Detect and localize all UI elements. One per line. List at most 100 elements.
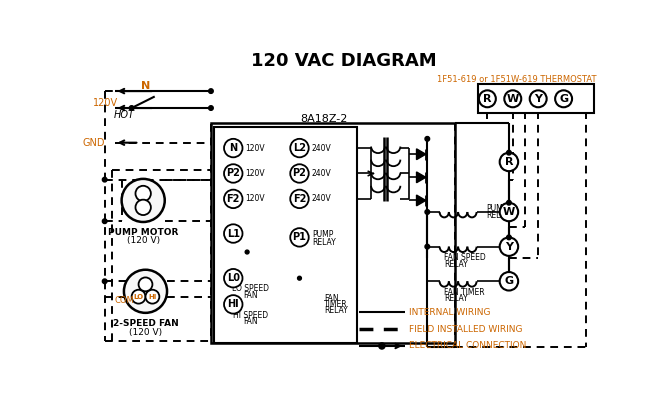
Circle shape	[290, 139, 309, 157]
Text: GND: GND	[82, 138, 105, 147]
Text: R: R	[505, 157, 513, 167]
Text: L1: L1	[226, 228, 240, 238]
Circle shape	[122, 179, 165, 222]
Circle shape	[224, 269, 243, 287]
Text: Y: Y	[505, 242, 513, 252]
Circle shape	[135, 186, 151, 201]
Text: P2: P2	[226, 168, 241, 178]
Text: Y: Y	[534, 94, 542, 104]
Text: 2-SPEED FAN: 2-SPEED FAN	[113, 319, 178, 328]
Text: L0: L0	[226, 273, 240, 283]
Polygon shape	[417, 172, 425, 183]
Text: 8A18Z-2: 8A18Z-2	[300, 114, 348, 124]
Text: FAN TIMER: FAN TIMER	[444, 287, 485, 297]
Circle shape	[425, 210, 429, 214]
Text: 1F51-619 or 1F51W-619 THERMOSTAT: 1F51-619 or 1F51W-619 THERMOSTAT	[437, 75, 596, 84]
Circle shape	[208, 106, 213, 110]
Circle shape	[500, 203, 518, 221]
Circle shape	[425, 244, 429, 249]
Text: 240V: 240V	[311, 169, 331, 178]
Text: 120 VAC DIAGRAM: 120 VAC DIAGRAM	[251, 52, 436, 70]
Circle shape	[124, 270, 167, 313]
Text: RELAY: RELAY	[444, 295, 468, 303]
Circle shape	[224, 139, 243, 157]
Circle shape	[129, 106, 134, 110]
Circle shape	[379, 343, 385, 349]
Text: 120V: 120V	[245, 194, 265, 203]
Text: N: N	[229, 143, 237, 153]
Circle shape	[245, 250, 249, 254]
Circle shape	[507, 200, 511, 205]
Circle shape	[500, 238, 518, 256]
Circle shape	[555, 91, 572, 107]
Circle shape	[297, 276, 302, 280]
Text: P2: P2	[293, 168, 306, 178]
Text: FIELD INSTALLED WIRING: FIELD INSTALLED WIRING	[409, 325, 523, 334]
Text: W: W	[507, 94, 519, 104]
Text: ELECTRICAL CONNECTION: ELECTRICAL CONNECTION	[409, 341, 526, 350]
Polygon shape	[417, 195, 425, 206]
Text: N: N	[141, 81, 150, 91]
Circle shape	[145, 290, 159, 304]
Text: FAN: FAN	[244, 291, 259, 300]
Circle shape	[290, 164, 309, 183]
Circle shape	[425, 137, 429, 141]
Circle shape	[224, 295, 243, 313]
Bar	[211, 124, 455, 343]
Text: PUMP MOTOR: PUMP MOTOR	[108, 228, 178, 236]
Text: PUMP: PUMP	[486, 204, 508, 213]
Text: HI: HI	[148, 294, 157, 300]
Text: (120 V): (120 V)	[129, 328, 162, 336]
Circle shape	[224, 190, 243, 208]
Text: (120 V): (120 V)	[127, 236, 159, 245]
Text: FAN SPEED: FAN SPEED	[444, 253, 486, 262]
Circle shape	[479, 91, 496, 107]
Text: G: G	[559, 94, 568, 104]
Text: PUMP: PUMP	[312, 230, 333, 239]
Text: RELAY: RELAY	[444, 260, 468, 269]
Text: W: W	[502, 207, 515, 217]
Text: COM: COM	[115, 296, 135, 305]
Circle shape	[131, 290, 145, 304]
Text: F2: F2	[226, 194, 240, 204]
Text: G: G	[505, 276, 513, 286]
Text: L2: L2	[293, 143, 306, 153]
Circle shape	[103, 279, 107, 284]
Circle shape	[224, 224, 243, 243]
Text: 240V: 240V	[311, 144, 331, 153]
Text: 120V: 120V	[245, 169, 265, 178]
Text: 240V: 240V	[311, 194, 331, 203]
Circle shape	[103, 219, 107, 223]
Circle shape	[224, 164, 243, 183]
Circle shape	[135, 200, 151, 215]
Circle shape	[139, 277, 152, 291]
Circle shape	[507, 235, 511, 240]
Text: HOT: HOT	[113, 110, 135, 120]
Text: 120V: 120V	[93, 98, 118, 108]
Bar	[478, 84, 594, 114]
Text: F2: F2	[293, 194, 306, 204]
Circle shape	[530, 91, 547, 107]
Text: FAN: FAN	[324, 294, 339, 303]
Text: HI SPEED: HI SPEED	[233, 310, 269, 320]
Text: RELAY: RELAY	[324, 306, 348, 315]
Polygon shape	[417, 149, 425, 160]
Circle shape	[208, 89, 213, 93]
Text: FAN: FAN	[244, 317, 259, 326]
Text: R: R	[483, 94, 492, 104]
Text: HI: HI	[227, 300, 239, 309]
Circle shape	[290, 228, 309, 247]
Text: LO: LO	[133, 294, 143, 300]
Text: TIMER: TIMER	[324, 300, 348, 309]
Text: RELAY: RELAY	[486, 211, 511, 220]
Circle shape	[500, 272, 518, 290]
Text: LO SPEED: LO SPEED	[232, 285, 269, 293]
Circle shape	[290, 190, 309, 208]
Text: 120V: 120V	[245, 144, 265, 153]
Circle shape	[507, 150, 511, 155]
Circle shape	[103, 177, 107, 182]
Circle shape	[500, 153, 518, 171]
Bar	[214, 127, 357, 343]
Text: INTERNAL WIRING: INTERNAL WIRING	[409, 308, 490, 317]
Circle shape	[505, 91, 521, 107]
